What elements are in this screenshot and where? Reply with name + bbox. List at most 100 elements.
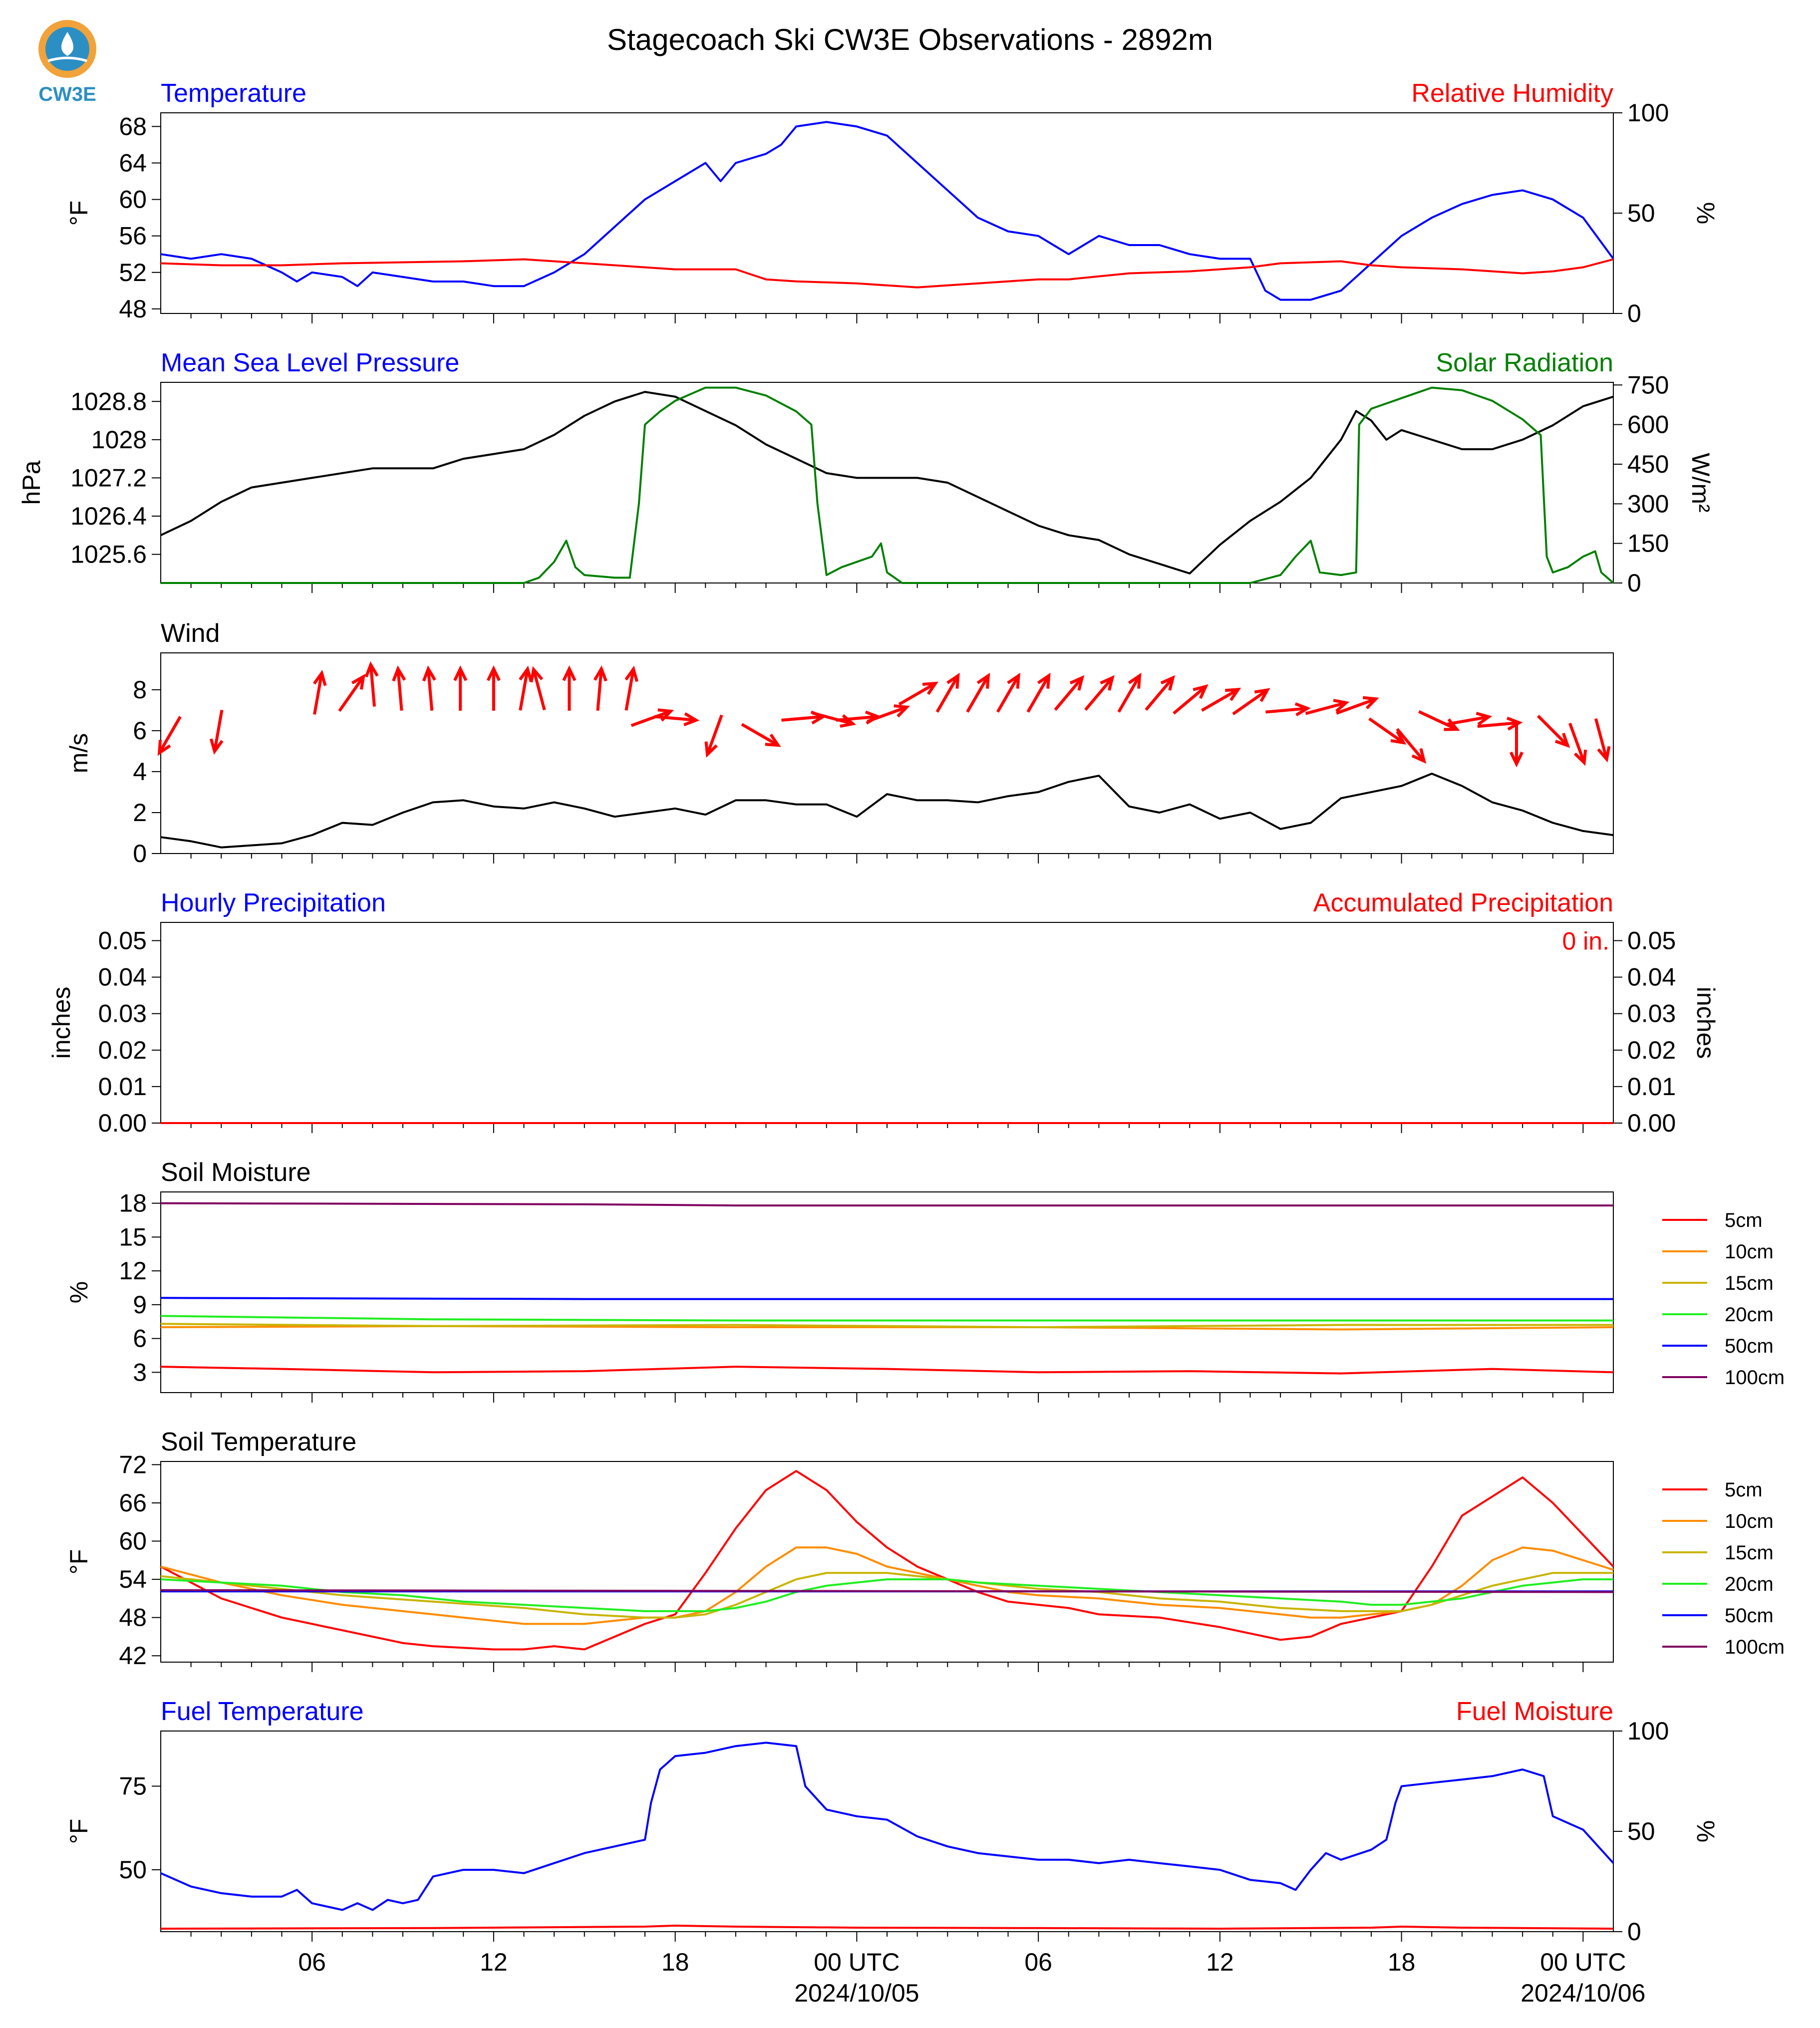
wind-arrow-shaft bbox=[966, 675, 990, 713]
wind-arrow bbox=[704, 714, 723, 758]
y-tick-label-right: 0.00 bbox=[1627, 1109, 1676, 1137]
wind-arrow-shaft bbox=[1336, 697, 1377, 715]
plot-frame bbox=[160, 922, 1614, 1124]
x-tick-label: 12 bbox=[480, 1948, 508, 1976]
wind-arrow-shaft bbox=[898, 682, 936, 706]
wind-arrow-head bbox=[1362, 696, 1379, 710]
panel-precip: Hourly Precipitation Accumulated Precipit… bbox=[47, 888, 1720, 1137]
panel-right-title: Relative Humidity bbox=[1411, 79, 1613, 108]
wind-arrow bbox=[209, 709, 224, 755]
wind-arrow bbox=[1145, 675, 1176, 711]
wind-arrow bbox=[1117, 672, 1142, 713]
wind-arrow bbox=[1336, 696, 1379, 715]
wind-arrow-head bbox=[1507, 716, 1523, 731]
y-tick-label-right: 0.05 bbox=[1627, 927, 1676, 955]
wind-arrow bbox=[1265, 702, 1311, 717]
y-tick-label-left: 60 bbox=[119, 186, 147, 214]
panels: Temperature Relative Humidity485256606468… bbox=[17, 79, 1785, 2007]
precip-total-annotation: 0 in. bbox=[1562, 927, 1609, 955]
y-axis-label-left: °F bbox=[65, 1549, 93, 1575]
wind-arrow-shaft bbox=[1368, 717, 1405, 744]
wind-arrow bbox=[1447, 712, 1493, 726]
y-axis-label-left: inches bbox=[47, 987, 75, 1059]
wind-arrow-head bbox=[1554, 733, 1570, 748]
wind-arrow-shaft bbox=[1084, 676, 1114, 711]
y-tick-label-left: 1025.6 bbox=[70, 541, 147, 569]
y-tick-label-right: 750 bbox=[1627, 371, 1669, 399]
wind-arrow bbox=[1201, 687, 1241, 712]
wind-arrow-shaft bbox=[1054, 676, 1084, 711]
y-tick-label-left: 6 bbox=[133, 717, 147, 745]
y-tick-label-left: 0.02 bbox=[98, 1036, 147, 1064]
wind-arrow-shaft bbox=[1265, 707, 1308, 714]
x-tick-date-label: 2024/10/05 bbox=[794, 1979, 919, 2007]
plot-frame bbox=[160, 1731, 1614, 1932]
y-tick-label-right: 0.04 bbox=[1627, 963, 1676, 991]
wind-arrow-head bbox=[519, 665, 533, 682]
logo-text: CW3E bbox=[38, 83, 96, 105]
series-line-20cm bbox=[160, 1578, 1613, 1612]
y-tick-label-right: 100 bbox=[1627, 99, 1669, 127]
y-axis-label-left: °F bbox=[65, 201, 93, 226]
wind-arrow-head bbox=[683, 712, 700, 726]
wind-arrow-head bbox=[1007, 672, 1020, 689]
panel-fuel: Fuel Temperature Fuel Moisture 50 75 0 50 100 °… bbox=[65, 1697, 1720, 2007]
x-tick-label: 00 UTC bbox=[1540, 1948, 1626, 1976]
y-tick-label-left: 66 bbox=[119, 1489, 147, 1517]
panel-soil_moisture: Soil Moisture 3 6 9 12 15 18% 5cm 10cm 15cm 20cm 50… bbox=[65, 1158, 1785, 1403]
wind-arrow-shaft bbox=[706, 714, 723, 755]
legend-label: 15cm bbox=[1725, 1272, 1774, 1294]
wind-arrow bbox=[1418, 710, 1460, 731]
wind-arrow bbox=[1568, 722, 1587, 766]
wind-arrow-shaft bbox=[213, 709, 224, 752]
wind-arrow-shaft bbox=[1201, 688, 1239, 712]
x-tick-label: 06 bbox=[1024, 1948, 1052, 1976]
y-axis-label-left: m/s bbox=[65, 733, 93, 774]
wind-arrow-shaft bbox=[836, 715, 878, 722]
wind-arrow bbox=[1305, 699, 1350, 715]
x-tick-label: 06 bbox=[298, 1948, 326, 1976]
legend-label: 15cm bbox=[1725, 1542, 1774, 1564]
y-axis-label-right: % bbox=[1692, 1820, 1720, 1842]
y-tick-label-left: 1028 bbox=[91, 426, 147, 454]
wind-arrow-shaft bbox=[624, 668, 635, 711]
y-tick-label-right: 450 bbox=[1627, 450, 1669, 478]
wind-arrow bbox=[1594, 718, 1611, 763]
series-line-relative-humidity bbox=[160, 258, 1614, 289]
y-tick-label-right: 0 bbox=[1627, 299, 1641, 327]
x-tick-label: 18 bbox=[1388, 1948, 1416, 1976]
series-line-10cm bbox=[160, 1546, 1614, 1625]
wind-arrow-shaft bbox=[630, 710, 671, 727]
y-tick-label-left: 42 bbox=[119, 1642, 147, 1670]
cw3e-logo: CW3E bbox=[20, 15, 115, 105]
wind-arrow bbox=[530, 666, 546, 711]
wind-arrow-head bbox=[1069, 675, 1085, 691]
y-axis-label-right: W/m² bbox=[1687, 453, 1715, 512]
wind-arrow-shaft bbox=[1232, 688, 1268, 715]
wind-arrow-head bbox=[364, 661, 379, 678]
y-tick-label-left: 0.01 bbox=[98, 1073, 147, 1101]
wind-arrow-head bbox=[453, 665, 468, 681]
wind-arrow bbox=[364, 661, 379, 707]
y-tick-label-left: 60 bbox=[119, 1527, 147, 1555]
wind-arrow-head bbox=[1193, 684, 1209, 699]
y-tick-label-right: 0.03 bbox=[1627, 1000, 1676, 1028]
wind-arrow-head bbox=[593, 665, 607, 682]
y-axis-label-right: % bbox=[1692, 202, 1720, 224]
legend-label: 10cm bbox=[1725, 1241, 1774, 1263]
wind-arrow bbox=[1396, 728, 1427, 764]
wind-arrow-shaft bbox=[369, 664, 376, 707]
wind-arrow-head bbox=[1225, 687, 1241, 701]
panel-left-title: Wind bbox=[161, 619, 220, 648]
logo-drop-icon bbox=[61, 32, 74, 56]
y-tick-label-left: 56 bbox=[119, 222, 147, 250]
wind-arrow-head bbox=[922, 681, 938, 695]
y-tick-label-right: 150 bbox=[1627, 530, 1669, 558]
wind-arrow-shaft bbox=[1396, 728, 1426, 762]
wind-arrow bbox=[1026, 672, 1051, 713]
wind-arrow bbox=[157, 716, 182, 756]
panel-left-title: Hourly Precipitation bbox=[161, 888, 386, 917]
y-tick-label-left: 3 bbox=[133, 1358, 147, 1386]
y-tick-label-left: 48 bbox=[119, 295, 147, 323]
series-line-50cm bbox=[160, 1297, 1613, 1300]
